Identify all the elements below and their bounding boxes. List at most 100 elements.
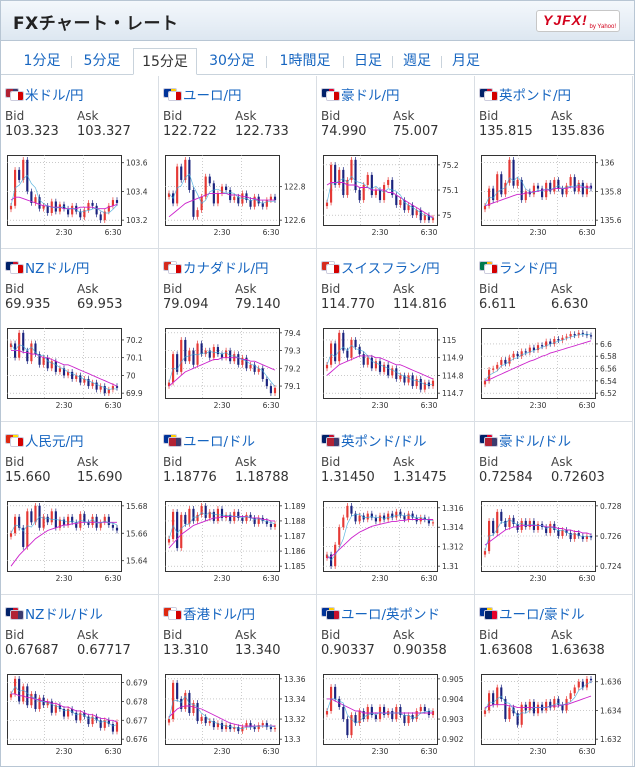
chart-cell[interactable]: ユーロ/豪ドル Bid Ask 1.63608 1.63638 1.636 1.634 1.6…	[475, 595, 633, 766]
mini-chart: 136 135.8 135.6 2:30 6:30	[481, 155, 622, 237]
chart-frame	[481, 328, 596, 399]
candle-body	[200, 717, 203, 722]
candle-body	[167, 719, 171, 723]
pair-link[interactable]: ユーロ/ドル	[163, 430, 255, 450]
pair-link[interactable]: 豪ドル/円	[321, 84, 400, 104]
pair-link[interactable]: NZドル/ドル	[5, 603, 103, 623]
ma-short-line	[484, 176, 592, 206]
candle-body	[374, 517, 378, 522]
candle-body	[504, 520, 507, 527]
x-tick-label: 2:30	[214, 574, 231, 583]
pair-flags	[5, 261, 24, 274]
candle-body	[9, 533, 13, 537]
tab-15分足[interactable]: 15分足	[133, 48, 197, 75]
candle-body	[91, 516, 94, 526]
pair-link[interactable]: 豪ドル/ドル	[479, 430, 571, 450]
x-tick-label: 2:30	[372, 228, 389, 237]
candle-body	[95, 205, 98, 215]
tab-週足[interactable]: 週足	[403, 53, 431, 69]
candle-body	[378, 515, 382, 522]
candle-body	[188, 508, 191, 524]
candle-body	[196, 343, 199, 365]
candle-body	[561, 529, 564, 536]
candle-body	[216, 193, 220, 204]
candle-body	[536, 345, 540, 351]
widget-title: FXチャート・レート	[13, 14, 179, 34]
pair-link[interactable]: カナダドル/円	[163, 257, 269, 277]
candle-body	[220, 354, 224, 358]
pair-flags	[321, 261, 340, 274]
candle-body	[573, 532, 576, 540]
candle-body	[253, 727, 256, 730]
candle-body	[370, 174, 373, 196]
candle-body	[111, 386, 115, 390]
ma-line	[11, 350, 118, 387]
chart-cell[interactable]: 英ポンド/円 Bid Ask 135.815 135.836 136 135.8 135.6 2…	[475, 76, 633, 249]
pair-name: スイスフラン/円	[341, 261, 440, 277]
flag-us-icon	[168, 437, 182, 447]
candle-body	[423, 517, 426, 520]
bid-value: 114.770	[321, 297, 375, 312]
logo-sub: by Yahoo!	[589, 24, 616, 30]
candle-body	[26, 686, 29, 706]
tab-5分足[interactable]: 5分足	[83, 53, 121, 69]
candle-body	[62, 709, 66, 717]
tab-日足[interactable]: 日足	[354, 53, 382, 69]
chart-cell[interactable]: 英ポンド/ドル Bid Ask 1.31450 1.31475 1.316 1.314 1.3…	[317, 422, 475, 595]
chart-cell[interactable]: スイスフラン/円 Bid Ask 114.770 114.816 115 114.9 114.…	[317, 249, 475, 422]
candle-body	[257, 368, 260, 372]
chart-cell[interactable]: 香港ドル/円 Bid Ask 13.310 13.340 13.36 13.34 13.32 1…	[159, 595, 317, 766]
pair-link[interactable]: ユーロ/英ポンド	[321, 603, 440, 623]
x-tick-label: 6:30	[421, 747, 438, 756]
chart-cell[interactable]: ユーロ/円 Bid Ask 122.722 122.733 122.8 122.6 2:30 6…	[159, 76, 317, 249]
ma-line	[484, 340, 592, 382]
candle-body	[407, 513, 410, 520]
tab-30分足[interactable]: 30分足	[209, 53, 255, 69]
pair-link[interactable]: ユーロ/豪ドル	[479, 603, 585, 623]
pair-link[interactable]: 英ポンド/円	[479, 84, 571, 104]
y-tick-label: 75.2	[442, 161, 459, 170]
candle-body	[334, 164, 337, 185]
candle-body	[553, 338, 556, 344]
bid-value: 0.72584	[479, 470, 533, 485]
candle-body	[366, 357, 369, 365]
candle-body	[374, 715, 378, 720]
ask-label: Ask	[393, 282, 415, 296]
chart-cell[interactable]: 米ドル/円 Bid Ask 103.323 103.327 103.6 103.4 103.2…	[1, 76, 159, 249]
chart-cell[interactable]: カナダドル/円 Bid Ask 79.094 79.140 79.4 79.3 79.2 79.…	[159, 249, 317, 422]
pair-link[interactable]: ユーロ/円	[163, 84, 242, 104]
candle-body	[573, 334, 576, 336]
pair-link[interactable]: 英ポンド/ドル	[321, 430, 427, 450]
candle-body	[79, 211, 82, 218]
tab-1分足[interactable]: 1分足	[23, 53, 61, 69]
candle-body	[496, 174, 499, 201]
flag-jp-icon	[168, 610, 182, 620]
chart-cell[interactable]: 人民元/円 Bid Ask 15.660 15.690 15.68 15.66 15.64 2:…	[1, 422, 159, 595]
bid-value: 0.90337	[321, 643, 375, 658]
ma-short-line	[168, 351, 276, 387]
tab-separator	[343, 56, 344, 68]
ask-value: 1.63638	[551, 643, 605, 658]
candle-body	[79, 375, 82, 383]
chart-cell[interactable]: 豪ドル/円 Bid Ask 74.990 75.007 75.2 75.1 75 2:30 6:3…	[317, 76, 475, 249]
pair-link[interactable]: NZドル/円	[5, 257, 89, 277]
tab-1時間足[interactable]: 1時間足	[279, 53, 331, 69]
candle-body	[200, 505, 203, 515]
pair-link[interactable]: スイスフラン/円	[321, 257, 440, 277]
chart-cell[interactable]: ユーロ/英ポンド Bid Ask 0.90337 0.90358 0.905 0.904 0.…	[317, 595, 475, 766]
pair-link[interactable]: ランド/円	[479, 257, 558, 277]
tab-月足[interactable]: 月足	[452, 53, 480, 69]
pair-link[interactable]: 香港ドル/円	[163, 603, 255, 623]
candle-body	[167, 193, 171, 197]
pair-link[interactable]: 米ドル/円	[5, 84, 84, 104]
chart-cell[interactable]: ユーロ/ドル Bid Ask 1.18776 1.18788 1.189 1.188 1.18…	[159, 422, 317, 595]
y-tick-label: 0.728	[600, 502, 622, 511]
chart-cell[interactable]: NZドル/ドル Bid Ask 0.67687 0.67717 0.679 0.678 0.6…	[1, 595, 159, 766]
candle-body	[42, 205, 45, 209]
chart-cell[interactable]: NZドル/円 Bid Ask 69.935 69.953 70.2 70.1 70 69.9 2:…	[1, 249, 159, 422]
chart-cell[interactable]: ランド/円 Bid Ask 6.611 6.630 6.6 6.58 6.56 6.54 6.52…	[475, 249, 633, 422]
y-tick-label: 0.678	[126, 697, 148, 706]
chart-cell[interactable]: 豪ドル/ドル Bid Ask 0.72584 0.72603 0.728 0.726 0.72…	[475, 422, 633, 595]
pair-link[interactable]: 人民元/円	[5, 430, 84, 450]
yjfx-logo[interactable]: YJFX! by Yahoo!	[536, 10, 620, 32]
